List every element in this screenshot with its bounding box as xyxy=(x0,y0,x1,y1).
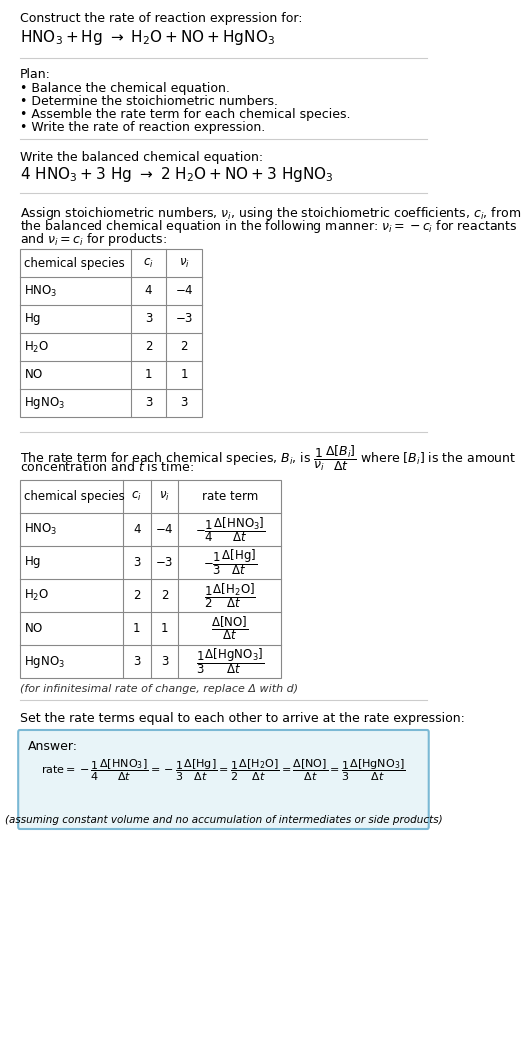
Bar xyxy=(20,480,281,678)
Text: $\dfrac{\Delta[\mathrm{NO}]}{\Delta t}$: $\dfrac{\Delta[\mathrm{NO}]}{\Delta t}$ xyxy=(211,615,249,642)
Text: $\mathrm{4\ HNO_3 + 3\ Hg\ \rightarrow\ 2\ H_2O + NO + 3\ HgNO_3}$: $\mathrm{4\ HNO_3 + 3\ Hg\ \rightarrow\ … xyxy=(20,165,333,184)
Text: Answer:: Answer: xyxy=(28,740,78,753)
Text: 1: 1 xyxy=(133,622,140,635)
Text: (assuming constant volume and no accumulation of intermediates or side products): (assuming constant volume and no accumul… xyxy=(5,815,442,825)
Text: • Balance the chemical equation.: • Balance the chemical equation. xyxy=(20,82,229,95)
Text: $\mathrm{H_2O}$: $\mathrm{H_2O}$ xyxy=(24,340,49,354)
Text: $\mathrm{HgNO_3}$: $\mathrm{HgNO_3}$ xyxy=(24,395,65,411)
Text: Plan:: Plan: xyxy=(20,68,51,81)
Text: $-3$: $-3$ xyxy=(175,313,193,325)
Text: • Write the rate of reaction expression.: • Write the rate of reaction expression. xyxy=(20,121,265,134)
Text: 1: 1 xyxy=(145,369,152,381)
FancyBboxPatch shape xyxy=(18,730,429,829)
Text: $\dfrac{1}{2}\dfrac{\Delta[\mathrm{H_2O}]}{\Delta t}$: $\dfrac{1}{2}\dfrac{\Delta[\mathrm{H_2O}… xyxy=(204,581,256,610)
Text: $\nu_i$: $\nu_i$ xyxy=(159,490,170,503)
Text: chemical species: chemical species xyxy=(24,490,125,503)
Text: $\dfrac{1}{3}\dfrac{\Delta[\mathrm{HgNO_3}]}{\Delta t}$: $\dfrac{1}{3}\dfrac{\Delta[\mathrm{HgNO_… xyxy=(196,647,264,676)
Text: $-\dfrac{1}{4}\dfrac{\Delta[\mathrm{HNO_3}]}{\Delta t}$: $-\dfrac{1}{4}\dfrac{\Delta[\mathrm{HNO_… xyxy=(195,515,265,544)
Text: $\mathrm{H_2O}$: $\mathrm{H_2O}$ xyxy=(24,588,49,603)
Text: Assign stoichiometric numbers, $\nu_i$, using the stoichiometric coefficients, $: Assign stoichiometric numbers, $\nu_i$, … xyxy=(20,205,521,222)
Text: $\nu_i$: $\nu_i$ xyxy=(179,256,190,270)
Text: 3: 3 xyxy=(161,655,168,668)
Text: 3: 3 xyxy=(181,397,188,410)
Text: 3: 3 xyxy=(145,397,152,410)
Text: $\mathrm{HNO_3 + Hg\ \rightarrow\ H_2O + NO + HgNO_3}$: $\mathrm{HNO_3 + Hg\ \rightarrow\ H_2O +… xyxy=(20,28,275,47)
Text: $\mathrm{Hg}$: $\mathrm{Hg}$ xyxy=(24,311,41,327)
Text: 1: 1 xyxy=(181,369,188,381)
Text: 2: 2 xyxy=(161,589,168,602)
Text: • Assemble the rate term for each chemical species.: • Assemble the rate term for each chemic… xyxy=(20,108,350,121)
Text: 2: 2 xyxy=(181,341,188,353)
Text: 4: 4 xyxy=(145,284,152,298)
Text: 3: 3 xyxy=(145,313,152,325)
Text: 4: 4 xyxy=(133,523,140,536)
Text: $-4$: $-4$ xyxy=(155,523,174,536)
Text: $c_i$: $c_i$ xyxy=(143,256,154,270)
Text: $-3$: $-3$ xyxy=(155,556,174,569)
Text: and $\nu_i = c_i$ for products:: and $\nu_i = c_i$ for products: xyxy=(20,231,167,248)
Text: chemical species: chemical species xyxy=(24,256,125,270)
Text: $\mathrm{NO}$: $\mathrm{NO}$ xyxy=(24,369,43,381)
Text: $-4$: $-4$ xyxy=(175,284,193,298)
Text: The rate term for each chemical species, $B_i$, is $\dfrac{1}{\nu_i}\dfrac{\Delt: The rate term for each chemical species,… xyxy=(20,444,516,473)
Text: $\mathrm{HNO_3}$: $\mathrm{HNO_3}$ xyxy=(24,522,57,537)
Text: 2: 2 xyxy=(133,589,140,602)
Text: the balanced chemical equation in the following manner: $\nu_i = -c_i$ for react: the balanced chemical equation in the fo… xyxy=(20,218,517,235)
Text: $\mathrm{rate} = -\dfrac{1}{4}\dfrac{\Delta[\mathrm{HNO_3}]}{\Delta t} = -\dfrac: $\mathrm{rate} = -\dfrac{1}{4}\dfrac{\De… xyxy=(41,758,406,784)
Text: Write the balanced chemical equation:: Write the balanced chemical equation: xyxy=(20,151,263,164)
Text: $\mathrm{HgNO_3}$: $\mathrm{HgNO_3}$ xyxy=(24,653,65,670)
Text: 1: 1 xyxy=(161,622,168,635)
Text: $\mathrm{Hg}$: $\mathrm{Hg}$ xyxy=(24,554,41,571)
Text: rate term: rate term xyxy=(202,490,258,503)
Text: concentration and $t$ is time:: concentration and $t$ is time: xyxy=(20,460,193,474)
Text: $-\dfrac{1}{3}\dfrac{\Delta[\mathrm{Hg}]}{\Delta t}$: $-\dfrac{1}{3}\dfrac{\Delta[\mathrm{Hg}]… xyxy=(202,548,257,577)
Text: $c_i$: $c_i$ xyxy=(131,490,142,503)
Text: $\mathrm{HNO_3}$: $\mathrm{HNO_3}$ xyxy=(24,283,57,299)
Text: 3: 3 xyxy=(133,556,140,569)
Text: Set the rate terms equal to each other to arrive at the rate expression:: Set the rate terms equal to each other t… xyxy=(20,712,465,725)
Text: 3: 3 xyxy=(133,655,140,668)
Text: • Determine the stoichiometric numbers.: • Determine the stoichiometric numbers. xyxy=(20,95,278,108)
Bar xyxy=(20,249,202,417)
Text: Construct the rate of reaction expression for:: Construct the rate of reaction expressio… xyxy=(20,13,302,25)
Text: 2: 2 xyxy=(145,341,152,353)
Text: $\mathrm{NO}$: $\mathrm{NO}$ xyxy=(24,622,43,635)
Text: (for infinitesimal rate of change, replace Δ with d): (for infinitesimal rate of change, repla… xyxy=(20,684,298,694)
